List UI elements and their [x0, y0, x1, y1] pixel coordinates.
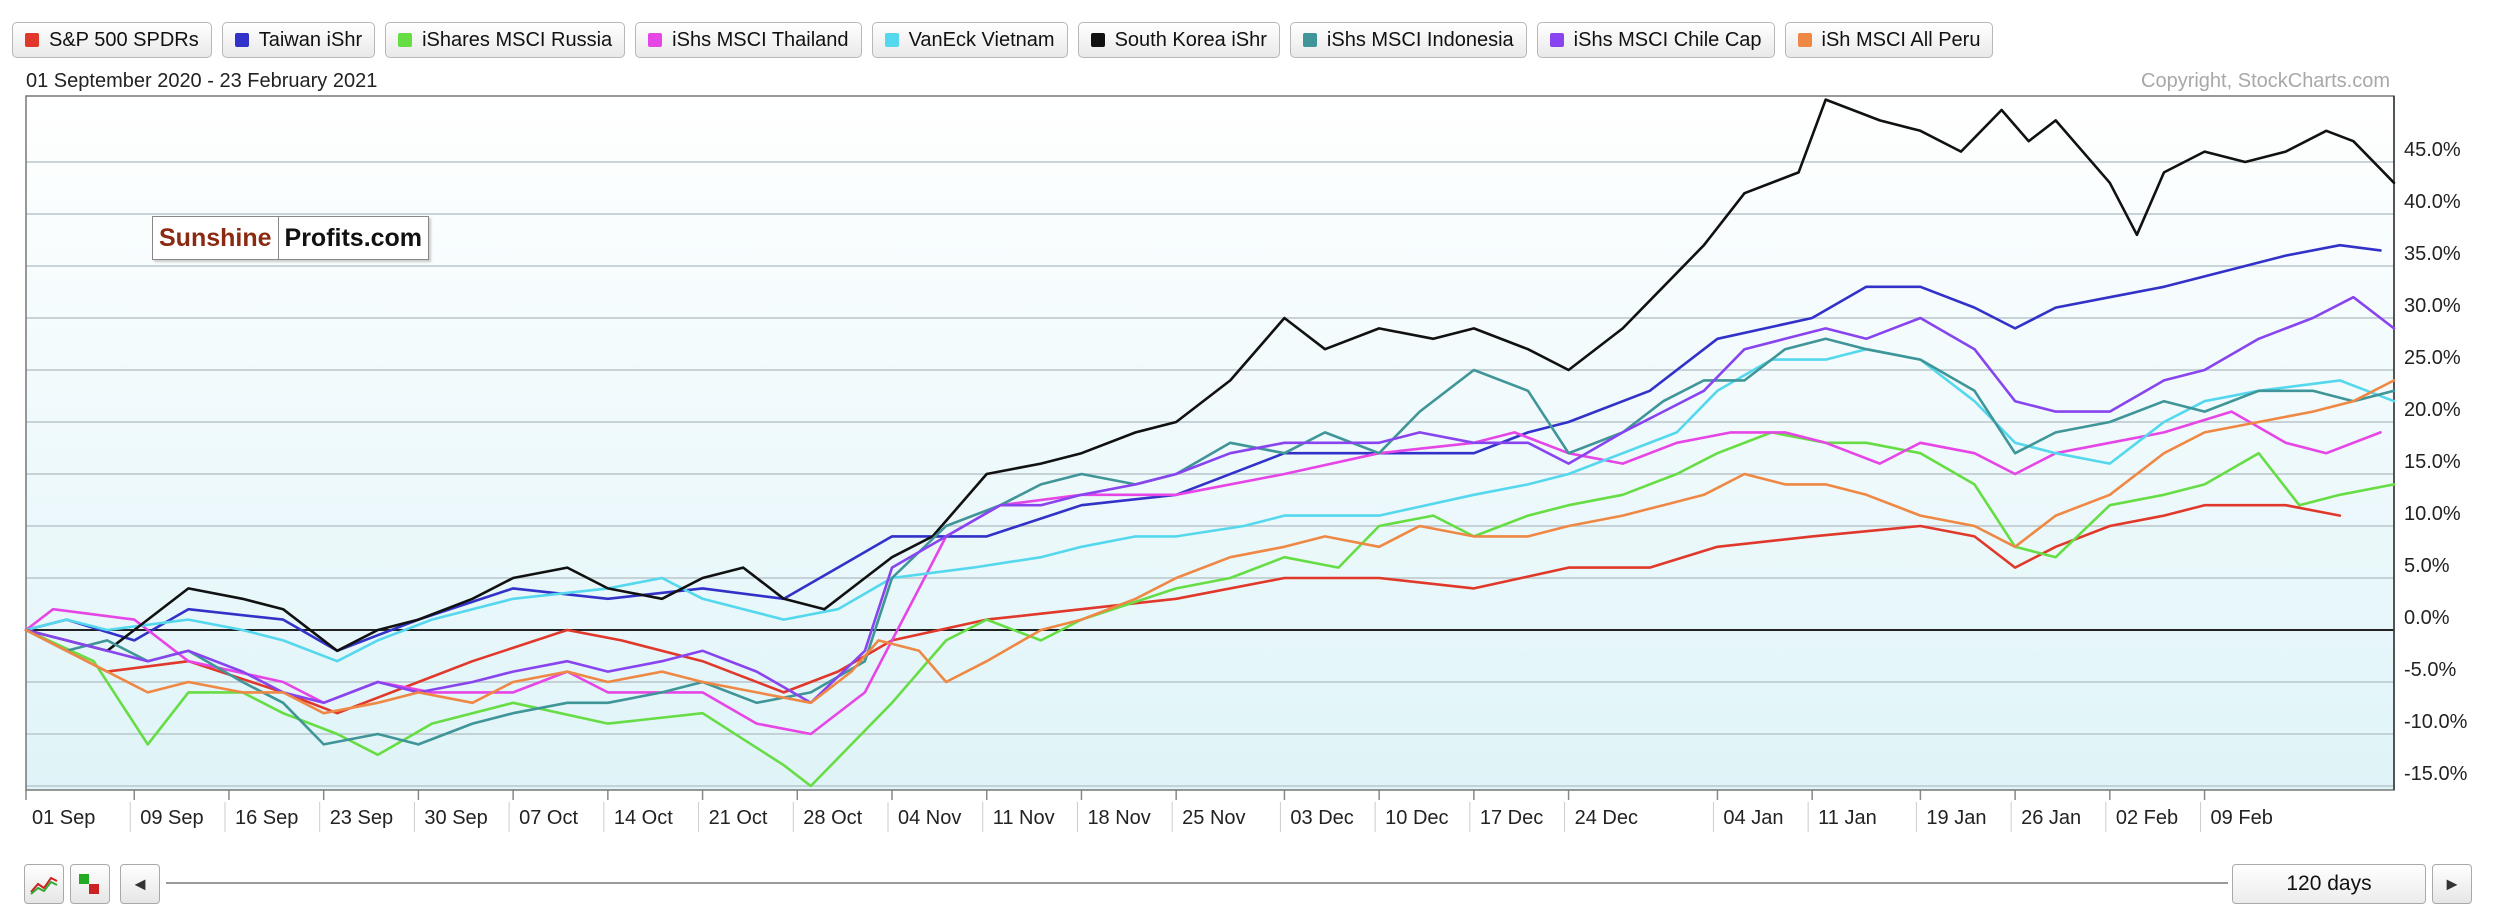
line-chart-icon — [30, 876, 58, 895]
x-tick-label: 17 Dec — [1480, 807, 1543, 829]
legend-label: iShs MSCI Chile Cap — [1573, 28, 1762, 51]
x-tick-label: 25 Nov — [1182, 807, 1245, 829]
legend-swatch — [25, 33, 39, 47]
x-tick-label: 30 Sep — [424, 807, 487, 829]
series-line — [24, 503, 2342, 715]
series-line — [24, 379, 2396, 715]
x-tick-label: 02 Feb — [2116, 807, 2178, 829]
legend-label: VanEck Vietnam — [908, 28, 1055, 51]
legend-label: iShs MSCI Thailand — [672, 28, 849, 51]
series-line — [24, 98, 2396, 653]
x-tick-label: 24 Dec — [1575, 807, 1638, 829]
bar-chart-type-button[interactable] — [70, 864, 110, 904]
legend-item[interactable]: iShs MSCI Chile Cap — [1536, 22, 1775, 58]
x-tick-label: 04 Jan — [1723, 807, 1783, 829]
series-line — [24, 347, 2396, 663]
y-tick-label: -15.0% — [2404, 763, 2468, 785]
copyright-notice: Copyright, StockCharts.com — [2141, 70, 2390, 92]
y-tick-label: 15.0% — [2404, 451, 2461, 473]
x-tick-label: 09 Sep — [140, 807, 203, 829]
legend-swatch — [1302, 33, 1317, 47]
legend-swatch — [884, 33, 899, 47]
y-tick-label: 35.0% — [2404, 243, 2461, 265]
line-chart-type-button[interactable] — [24, 864, 64, 904]
date-range: 01 September 2020 - 23 February 2021 — [26, 70, 378, 92]
legend-label: South Korea iShr — [1114, 28, 1267, 51]
legend-label: iSh MSCI All Peru — [1821, 28, 1981, 51]
series-line — [24, 410, 2382, 736]
y-tick-label: -10.0% — [2404, 711, 2468, 733]
x-tick-label: 01 Sep — [32, 807, 95, 829]
x-tick-label: 10 Dec — [1385, 807, 1448, 829]
logo-part-1: Sunshine — [153, 217, 279, 259]
y-tick-label: 25.0% — [2404, 347, 2461, 369]
series-line — [24, 295, 2396, 705]
time-slider[interactable] — [166, 882, 2228, 884]
chart-controls: ◄ 120 days ► — [0, 856, 2500, 924]
y-tick-label: 20.0% — [2404, 399, 2461, 421]
sunshine-profits-logo: Sunshine Profits.com — [152, 216, 430, 260]
x-tick-label: 07 Oct — [519, 807, 578, 829]
x-tick-label: 18 Nov — [1087, 807, 1150, 829]
x-tick-label: 21 Oct — [709, 807, 768, 829]
series-line — [24, 337, 2396, 746]
legend-label: iShs MSCI Indonesia — [1326, 28, 1514, 51]
x-tick-label: 28 Oct — [803, 807, 862, 829]
legend-item[interactable]: South Korea iShr — [1077, 22, 1280, 58]
legend-item[interactable]: iShs MSCI Thailand — [635, 22, 862, 58]
bar-chart-icon — [79, 874, 99, 894]
x-tick-label: 11 Nov — [993, 807, 1055, 829]
y-tick-label: -5.0% — [2404, 659, 2456, 681]
series-line — [24, 431, 2396, 788]
legend-swatch — [1090, 33, 1105, 47]
y-tick-label: 40.0% — [2404, 191, 2461, 213]
legend-swatch — [1549, 33, 1564, 47]
x-tick-label: 11 Jan — [1818, 807, 1877, 829]
x-tick-label: 26 Jan — [2021, 807, 2081, 829]
y-tick-label: 45.0% — [2404, 139, 2461, 161]
legend: S&P 500 SPDRs Taiwan iShr iShares MSCI Rus… — [12, 22, 1994, 64]
y-tick-label: 0.0% — [2404, 607, 2450, 629]
legend-swatch — [648, 33, 663, 47]
legend-label: S&P 500 SPDRs — [49, 28, 199, 51]
plot-background — [26, 96, 2394, 790]
x-tick-label: 09 Feb — [2211, 807, 2273, 829]
x-tick-label: 19 Jan — [1926, 807, 1986, 829]
x-tick-label: 14 Oct — [614, 807, 673, 829]
x-tick-label: 04 Nov — [898, 807, 961, 829]
legend-item[interactable]: iSh MSCI All Peru — [1784, 22, 1994, 58]
legend-item[interactable]: S&P 500 SPDRs — [12, 22, 212, 58]
legend-item[interactable]: Taiwan iShr — [221, 22, 376, 58]
scroll-right-button[interactable]: ► — [2432, 864, 2472, 904]
legend-swatch — [1797, 33, 1812, 47]
x-tick-label: 23 Sep — [330, 807, 393, 829]
y-tick-label: 5.0% — [2404, 555, 2450, 577]
legend-item[interactable]: iShares MSCI Russia — [385, 22, 626, 58]
x-tick-label: 16 Sep — [235, 807, 298, 829]
logo-part-2: Profits.com — [284, 223, 423, 252]
days-range-selector[interactable]: 120 days — [2232, 864, 2426, 904]
legend-label: iShares MSCI Russia — [422, 28, 613, 51]
legend-swatch — [234, 33, 249, 47]
x-tick-label: 03 Dec — [1290, 807, 1353, 829]
y-tick-label: 30.0% — [2404, 295, 2461, 317]
legend-item[interactable]: iShs MSCI Indonesia — [1289, 22, 1527, 58]
scroll-left-button[interactable]: ◄ — [120, 864, 160, 904]
performance-chart: 45.0% 40.0% 35.0% 30.0% 25.0% 20.0% 15.0% 10.0%… — [24, 95, 2468, 832]
y-tick-label: 10.0% — [2404, 503, 2461, 525]
legend-label: Taiwan iShr — [258, 28, 363, 51]
legend-swatch — [398, 33, 413, 47]
legend-item[interactable]: VanEck Vietnam — [871, 22, 1068, 58]
